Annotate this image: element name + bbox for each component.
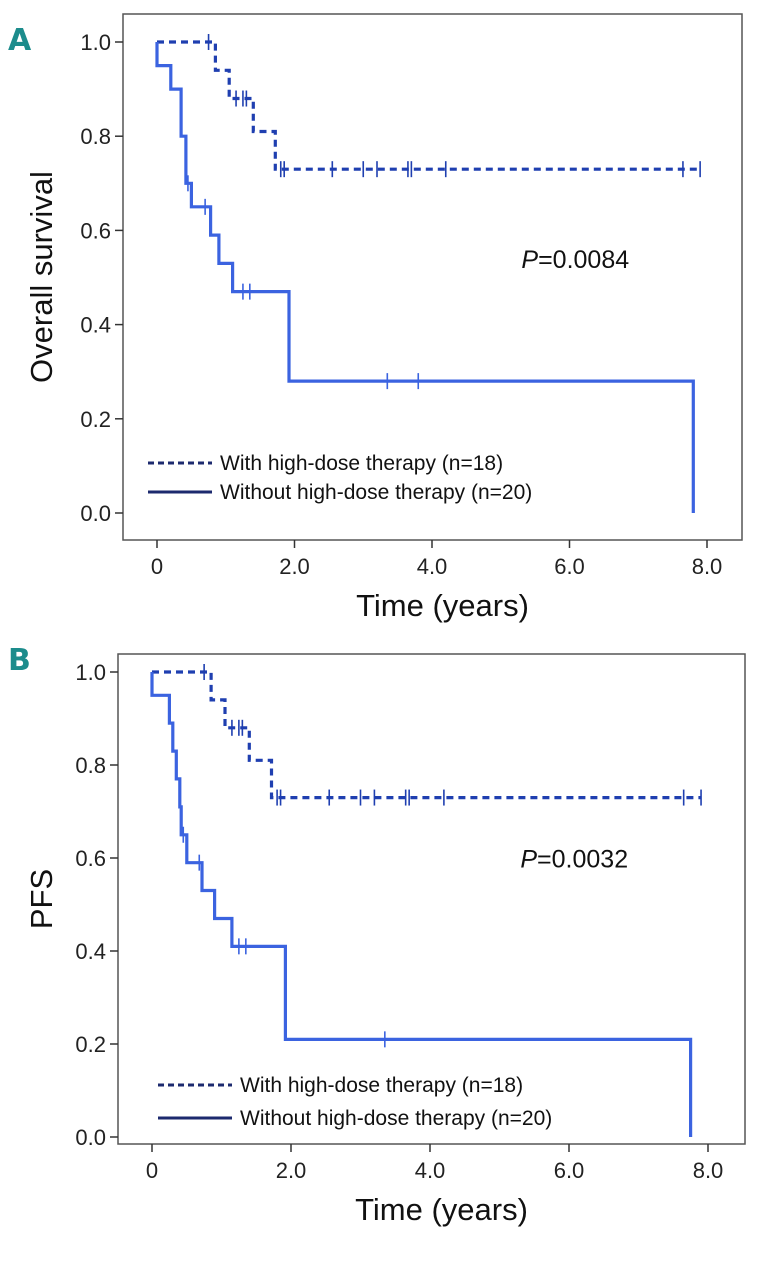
p-value-number: =0.0032 [537,845,628,873]
p-value-symbol: P [521,246,538,274]
series-line-without-hdt [150,672,693,1137]
y-tick-label: 0.2 [80,407,111,432]
x-axis-label: Time (years) [356,588,529,623]
x-tick-label: 4.0 [417,554,448,579]
legend-label-without-hdt: Without high-dose therapy (n=20) [220,481,532,504]
series-line-with-hdt [157,40,701,171]
y-tick-label: 0.8 [80,124,111,149]
legend-label-with-hdt: With high-dose therapy (n=18) [220,452,503,475]
panel-b: B 0.0 0.2 0.4 0.6 0.8 1.0 0 2.0 4.0 6.0 8.0 Time (ye… [0,640,761,1280]
x-tick-label: 8.0 [692,554,723,579]
x-tick-label: 0 [151,554,163,579]
x-axis-label: Time (years) [355,1192,528,1227]
legend-label-with-hdt: With high-dose therapy (n=18) [240,1074,523,1097]
x-tick-label: 6.0 [554,554,585,579]
series-line-without-hdt [155,42,695,513]
y-tick-label: 0.0 [80,501,111,526]
chart-a-svg: A 0.0 0.2 0.4 0.6 0.8 1.0 0 2.0 4.0 6.0 8.0 Time (ye… [8,13,743,623]
y-tick-label: 0.4 [80,313,111,338]
p-value-number: =0.0084 [538,246,629,274]
p-value-symbol: P [520,845,537,873]
y-tick-label: 1.0 [75,660,106,685]
plot-frame [117,653,746,1145]
panel-a: A 0.0 0.2 0.4 0.6 0.8 1.0 0 2.0 4.0 6.0 8.0 Time (ye… [8,13,743,623]
y-tick-label: 0.6 [75,846,106,871]
y-axis-label: PFS [24,869,59,929]
x-tick-label: 6.0 [554,1158,585,1183]
x-tick-label: 4.0 [415,1158,446,1183]
y-axis-label: Overall survival [24,171,59,383]
y-tick-label: 0.6 [80,218,111,243]
x-tick-label: 8.0 [693,1158,724,1183]
p-value-annotation: P=0.0032 [520,845,628,873]
series-line-with-hdt [152,670,702,800]
y-tick-label: 0.8 [75,753,106,778]
y-tick-label: 1.0 [80,30,111,55]
x-tick-label: 2.0 [276,1158,307,1183]
panel-letter-b: B [8,643,31,678]
x-tick-label: 2.0 [279,554,310,579]
chart-b-svg: B 0.0 0.2 0.4 0.6 0.8 1.0 0 2.0 4.0 6.0 8.0 Time (ye… [8,643,746,1227]
legend-label-without-hdt: Without high-dose therapy (n=20) [240,1107,552,1130]
y-tick-label: 0.0 [75,1125,106,1150]
p-value-annotation: P=0.0084 [521,246,629,274]
y-tick-label: 0.4 [75,939,106,964]
panel-letter-a: A [8,23,32,58]
y-tick-label: 0.2 [75,1032,106,1057]
x-tick-label: 0 [146,1158,158,1183]
